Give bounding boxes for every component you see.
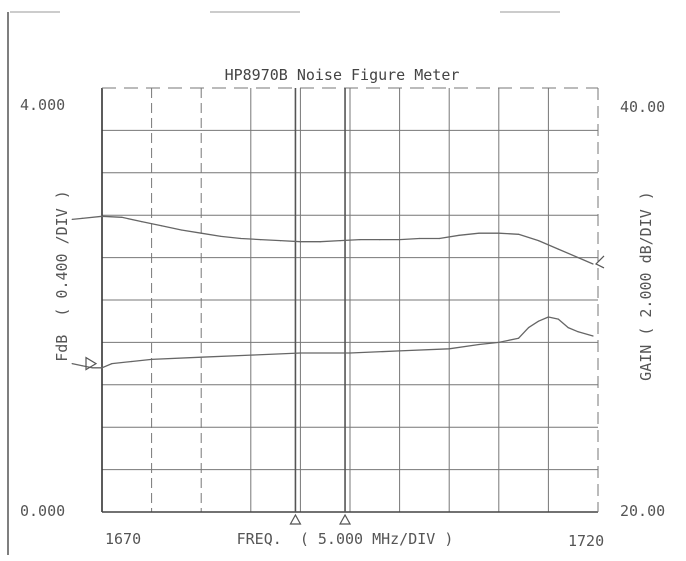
gain-point <box>160 225 163 227</box>
noise-figure-point <box>349 352 351 354</box>
gain-point <box>121 216 123 218</box>
right-tick-top: 40.00 <box>620 98 665 116</box>
gain-point <box>101 215 103 217</box>
plot-border <box>101 87 599 513</box>
chart-title: HP8970B Noise Figure Meter <box>225 66 460 84</box>
noise-figure-point <box>498 341 500 343</box>
gain-point <box>141 221 143 223</box>
gain-point <box>458 234 460 236</box>
gain-point <box>260 239 262 241</box>
right-axis-label: GAIN ( 2.000 dB/DIV ) <box>637 191 655 381</box>
noise-figure-point <box>478 343 480 346</box>
left-tick-top: 4.000 <box>20 96 65 114</box>
x-axis-label: FREQ. ( 5.000 MHz/DIV ) <box>237 530 454 548</box>
right-tick-bottom: 20.00 <box>620 502 665 520</box>
noise-figure-point <box>71 363 73 365</box>
noise-figure-point <box>151 358 153 360</box>
gain-trace <box>72 215 594 265</box>
frequency-markers <box>289 88 352 525</box>
marker-triangle-icon <box>339 513 352 525</box>
noise-figure-point <box>567 327 569 329</box>
noise-figure-point <box>131 360 133 363</box>
noise-figure-point <box>81 365 83 367</box>
noise-figure-point <box>299 352 301 354</box>
data-series <box>71 215 605 371</box>
noise-figure-point <box>528 327 530 329</box>
gain-point <box>577 257 579 259</box>
noise-figure-point <box>592 335 594 337</box>
noise-figure-point <box>448 348 450 350</box>
x-tick-end: 1720 <box>568 532 604 550</box>
noise-figure-point <box>250 354 252 356</box>
gain-point <box>379 239 381 241</box>
gain-point <box>478 232 480 234</box>
gain-point <box>180 229 182 231</box>
gain-point <box>359 239 361 241</box>
gain-point <box>71 218 73 220</box>
noise-figure-point <box>111 363 113 365</box>
noise-figure-point <box>91 367 93 369</box>
gain-point <box>299 241 301 243</box>
gain-point <box>418 237 420 240</box>
gain-point <box>537 240 540 242</box>
x-tick-start: 1670 <box>105 530 141 548</box>
gain-point <box>518 233 520 235</box>
gain-point <box>557 248 559 250</box>
marker-triangle-icon <box>289 513 302 525</box>
noise-figure-point <box>537 320 540 322</box>
gain-point <box>280 240 282 242</box>
gain-point <box>399 239 401 241</box>
plot-grid <box>102 88 598 512</box>
noise-figure-point <box>557 318 559 320</box>
noise-figure-point <box>101 367 103 369</box>
gain-point <box>438 237 440 240</box>
gain-point <box>339 240 341 242</box>
gain-point <box>220 235 222 237</box>
left-axis-label: FdB ( 0.400 /DIV ) <box>53 190 71 362</box>
noise-figure-point <box>399 350 401 352</box>
gain-point <box>81 217 83 219</box>
noise-figure-point <box>547 316 550 318</box>
gain-point <box>200 232 202 234</box>
gain-point <box>319 241 321 243</box>
noise-figure-point <box>200 356 202 358</box>
noise-figure-point <box>518 337 520 339</box>
gain-point <box>498 232 500 234</box>
gain-point <box>592 263 594 265</box>
left-tick-bottom: 0.000 <box>20 502 65 520</box>
gain-point <box>240 237 242 240</box>
gain-reference-icon <box>594 255 605 269</box>
noise-figure-point <box>577 331 579 333</box>
noise-figure-reference-icon <box>85 356 98 371</box>
